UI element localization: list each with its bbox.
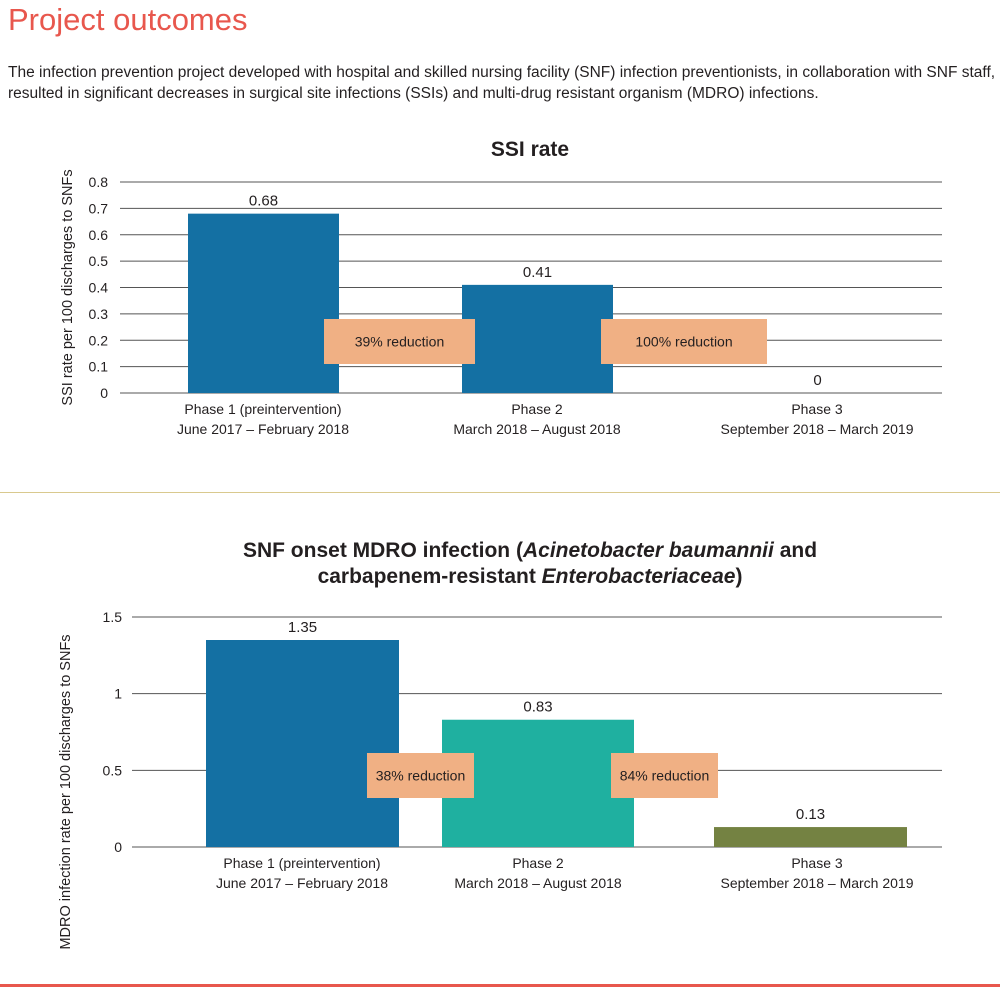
- x-category-label: Phase 2: [511, 401, 563, 417]
- page-title: Project outcomes: [8, 2, 248, 37]
- x-category-dates: June 2017 – February 2018: [177, 421, 349, 437]
- y-tick-label: 0.5: [103, 762, 123, 778]
- y-tick-label: 0.2: [89, 332, 109, 348]
- reduction-box: [367, 753, 474, 798]
- chart-title-part: ): [735, 565, 743, 588]
- reduction-box: [601, 319, 767, 364]
- y-tick-label: 0.5: [89, 253, 109, 269]
- y-tick-label: 0.4: [89, 280, 109, 296]
- y-tick-label: 1: [114, 686, 122, 702]
- reduction-label: 38% reduction: [376, 768, 466, 784]
- ssi-chart-title: SSI rate: [490, 138, 570, 161]
- x-category-dates: September 2018 – March 2019: [720, 421, 913, 437]
- x-category-label: Phase 1 (preintervention): [184, 401, 341, 417]
- reduction-label: 39% reduction: [355, 334, 445, 350]
- x-category-label: Phase 3: [791, 401, 843, 417]
- y-tick-label: 0.6: [89, 227, 109, 243]
- y-tick-label: 0.8: [89, 174, 109, 190]
- reduction-label: 100% reduction: [635, 334, 732, 350]
- bar-value-label: 0.41: [523, 264, 552, 281]
- chart-title-part: carbapenem-resistant: [317, 565, 542, 588]
- bar-phase-1: [188, 213, 339, 393]
- bar-value-label: 1.35: [288, 619, 317, 636]
- bar-value-label: 0: [813, 372, 821, 389]
- x-category-label: Phase 2: [512, 855, 564, 871]
- y-tick-label: 0: [100, 385, 108, 401]
- chart-title-part: and: [773, 539, 818, 562]
- chart-title-part: Enterobacteriaceae: [541, 565, 736, 588]
- chart-title-part: SNF onset MDRO infection (: [242, 539, 523, 562]
- mdro-chart-title: SNF onset MDRO infection (Acinetobacter …: [0, 538, 1000, 590]
- reduction-box: [324, 319, 475, 364]
- y-tick-label: 0.1: [89, 359, 109, 375]
- section-divider: [0, 492, 1000, 493]
- reduction-label: 84% reduction: [620, 768, 710, 784]
- bar-value-label: 0.13: [796, 806, 825, 823]
- y-axis-label: SSI rate per 100 discharges to SNFs: [60, 169, 76, 405]
- x-category-label: Phase 3: [791, 855, 843, 871]
- chart-title-part: Acinetobacter baumannii: [522, 539, 774, 562]
- bar-value-label: 0.83: [523, 699, 552, 716]
- bar-phase-1: [206, 640, 399, 847]
- bar-value-label: 0.68: [249, 193, 278, 210]
- x-category-dates: June 2017 – February 2018: [216, 875, 388, 891]
- bar-phase-3: [714, 827, 907, 847]
- y-tick-label: 0.3: [89, 306, 109, 322]
- y-axis-label: MDRO infection rate per 100 discharges t…: [58, 634, 74, 949]
- x-category-dates: September 2018 – March 2019: [720, 875, 913, 891]
- bottom-rule: [0, 984, 1000, 987]
- intro-paragraph: The infection prevention project develop…: [8, 64, 996, 102]
- x-category-dates: March 2018 – August 2018: [453, 421, 621, 437]
- x-category-dates: March 2018 – August 2018: [454, 875, 622, 891]
- bar-phase-2: [462, 284, 613, 393]
- x-category-label: Phase 1 (preintervention): [223, 855, 380, 871]
- reduction-box: [611, 753, 718, 798]
- y-tick-label: 1.5: [103, 609, 123, 625]
- y-tick-label: 0.7: [89, 200, 109, 216]
- y-tick-label: 0: [114, 839, 122, 855]
